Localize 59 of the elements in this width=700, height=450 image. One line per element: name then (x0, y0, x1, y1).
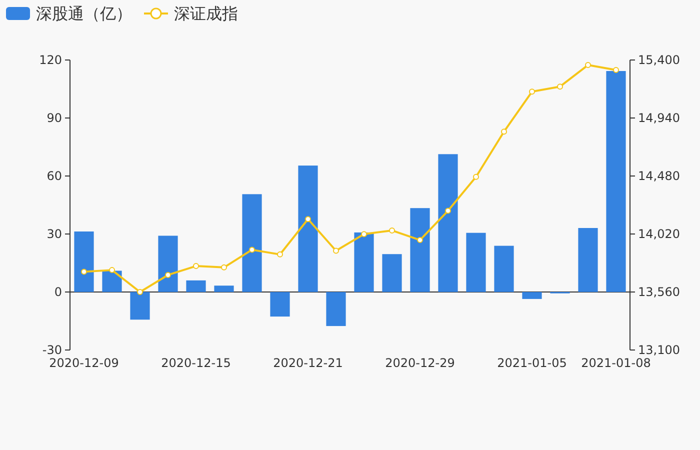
x-tick-label: 2020-12-21 (273, 356, 343, 370)
y-tick-label: 60 (46, 169, 62, 183)
point (557, 84, 563, 90)
bar (438, 154, 458, 292)
bar (242, 194, 262, 292)
point (109, 267, 115, 274)
y-tick-label: 120 (39, 53, 62, 67)
point (501, 128, 507, 135)
bar (158, 236, 178, 292)
x-tick-label: 2020-12-09 (49, 356, 119, 370)
point (333, 248, 339, 254)
point (361, 231, 367, 238)
y-tick-label: 0 (54, 285, 62, 299)
y-tick-label: 30 (46, 227, 62, 241)
point (305, 216, 311, 222)
point (193, 263, 199, 270)
point (529, 88, 535, 95)
point (137, 289, 143, 295)
bar (74, 231, 94, 292)
point (417, 237, 423, 244)
bar (102, 270, 122, 292)
y2-tick-label: 13,100 (638, 343, 680, 357)
point (249, 246, 255, 253)
bar (298, 166, 318, 292)
y-tick-label: 90 (46, 111, 62, 125)
point (389, 227, 395, 234)
legend-label: 深股通（亿） (36, 4, 132, 23)
point (221, 264, 227, 270)
bar (578, 228, 598, 292)
bar (494, 246, 514, 292)
y2-tick-label: 15,400 (638, 53, 680, 67)
bar (270, 292, 290, 317)
point (473, 174, 479, 180)
point (613, 66, 619, 73)
y2-tick-label: 14,940 (638, 111, 680, 125)
point (445, 208, 451, 214)
point (585, 62, 591, 68)
x-tick-label: 2020-12-29 (385, 356, 455, 370)
bar (326, 292, 346, 326)
x-tick-label: 2021-01-08 (581, 356, 651, 370)
point (165, 272, 171, 278)
bar (130, 292, 150, 320)
point (277, 251, 283, 258)
bar (466, 232, 486, 292)
point (81, 268, 87, 275)
y2-tick-label: 14,480 (638, 169, 680, 183)
x-tick-label: 2021-01-05 (497, 356, 567, 370)
bar (382, 254, 402, 292)
bar (522, 292, 542, 299)
bar (214, 286, 234, 292)
y2-tick-label: 14,020 (638, 227, 680, 241)
y-tick-label: -30 (42, 343, 62, 357)
y2-tick-label: 13,560 (638, 285, 680, 299)
bar (354, 232, 374, 292)
bar (606, 71, 626, 292)
legend-label: 深证成指 (174, 4, 238, 23)
bar (186, 280, 206, 292)
bar (410, 208, 430, 292)
x-tick-label: 2020-12-15 (161, 356, 231, 370)
